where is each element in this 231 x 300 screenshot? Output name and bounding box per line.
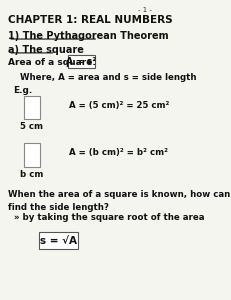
Text: E.g.: E.g.	[14, 85, 33, 94]
Text: A = s²: A = s²	[66, 57, 97, 66]
Text: Area of a square:: Area of a square:	[8, 58, 96, 67]
Bar	[68, 55, 95, 68]
Text: When the area of a square is known, how can you
find the side length?: When the area of a square is known, how …	[8, 190, 231, 212]
Text: 5 cm: 5 cm	[20, 122, 43, 131]
Text: Where, A = area and s = side length: Where, A = area and s = side length	[20, 73, 197, 82]
Text: » by taking the square root of the area: » by taking the square root of the area	[14, 213, 204, 222]
Bar	[39, 232, 78, 249]
Bar	[24, 95, 40, 119]
Text: s = √A: s = √A	[40, 236, 77, 246]
Text: 1) The Pythagorean Theorem: 1) The Pythagorean Theorem	[8, 31, 169, 41]
Text: A = (b cm)² = b² cm²: A = (b cm)² = b² cm²	[69, 148, 168, 158]
Text: A = (5 cm)² = 25 cm²: A = (5 cm)² = 25 cm²	[69, 101, 170, 110]
Bar	[24, 143, 40, 167]
Text: - 1 -: - 1 -	[138, 7, 152, 13]
Text: b cm: b cm	[20, 170, 44, 179]
Text: CHAPTER 1: REAL NUMBERS: CHAPTER 1: REAL NUMBERS	[8, 15, 173, 25]
Text: a) The square: a) The square	[8, 45, 84, 55]
